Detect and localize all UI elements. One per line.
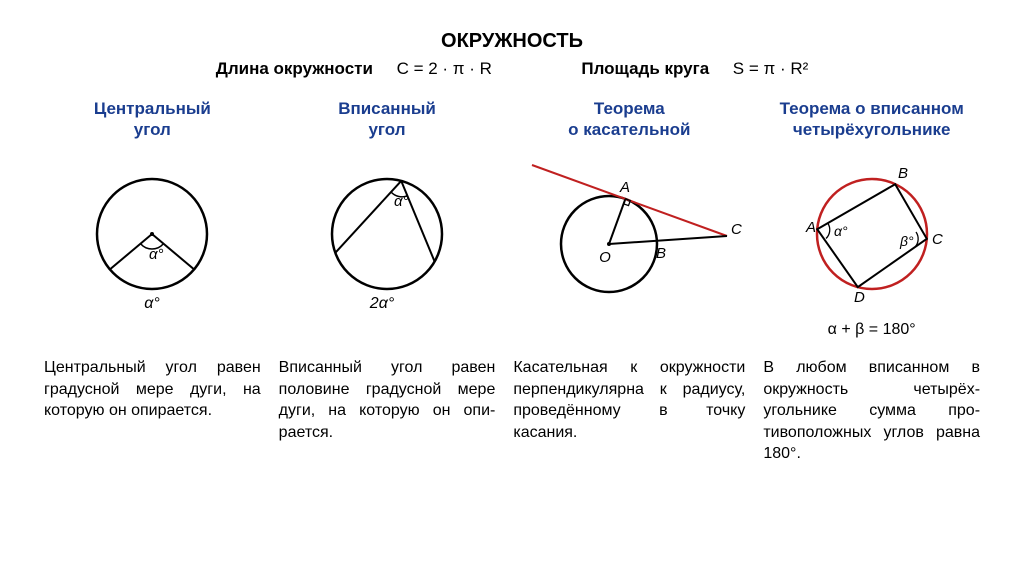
diagram-central-angle: α° α° xyxy=(40,149,265,319)
col-inscribed-angle: Вписанныйугол α° 2α° Вписанный угол ра­в… xyxy=(275,97,500,465)
svg-text:D: D xyxy=(854,289,865,306)
col-title: Теорема о вписанномчетырёхугольнике xyxy=(780,97,964,141)
svg-text:2α°: 2α° xyxy=(369,295,395,312)
svg-text:O: O xyxy=(600,249,612,266)
svg-text:β°: β° xyxy=(899,233,914,249)
col-title: Теоремао касательной xyxy=(568,97,690,141)
columns: Центральныйугол α° α° Центральный угол р… xyxy=(40,97,984,465)
col-tangent-theorem: Теоремао касательной O A C xyxy=(509,97,749,465)
area-label: Площадь круга xyxy=(581,59,709,78)
circumference-label: Длина окружности xyxy=(216,59,373,78)
circumference-formula: C = 2 · π · R xyxy=(397,59,492,78)
col-central-angle: Центральныйугол α° α° Центральный угол р… xyxy=(40,97,265,465)
formulas-row: Длина окружности C = 2 · π · R Площадь к… xyxy=(40,59,984,79)
sub-formula: α + β = 180° xyxy=(828,321,916,341)
svg-text:A: A xyxy=(805,219,816,236)
svg-text:B: B xyxy=(898,165,908,182)
diagram-tangent: O A C B xyxy=(509,149,749,319)
svg-text:α°: α° xyxy=(394,193,409,210)
col-title: Вписанныйугол xyxy=(338,97,436,141)
svg-text:B: B xyxy=(656,245,666,262)
description: Касательная к ок­ружности перпен­дикуляр… xyxy=(509,357,749,443)
area-formula: S = π · R² xyxy=(733,59,809,78)
description: Центральный угол равен гра­дусной мере д… xyxy=(40,357,265,422)
svg-text:C: C xyxy=(731,221,742,238)
main-title: ОКРУЖНОСТЬ xyxy=(40,30,984,53)
diagram-inscribed-quad: α° β° A B C D xyxy=(759,149,984,319)
col-title: Центральныйугол xyxy=(94,97,211,141)
svg-text:A: A xyxy=(619,179,630,196)
col-inscribed-quad: Теорема о вписанномчетырёхугольнике α° β… xyxy=(759,97,984,465)
description: Вписанный угол ра­вен половине гра­дусно… xyxy=(275,357,500,443)
description: В любом вписанном в окружность четырёх­у… xyxy=(759,357,984,465)
svg-text:α°: α° xyxy=(834,223,848,239)
svg-text:α°: α° xyxy=(145,295,161,312)
svg-text:α°: α° xyxy=(149,246,164,263)
svg-text:C: C xyxy=(932,231,943,248)
diagram-inscribed-angle: α° 2α° xyxy=(275,149,500,319)
